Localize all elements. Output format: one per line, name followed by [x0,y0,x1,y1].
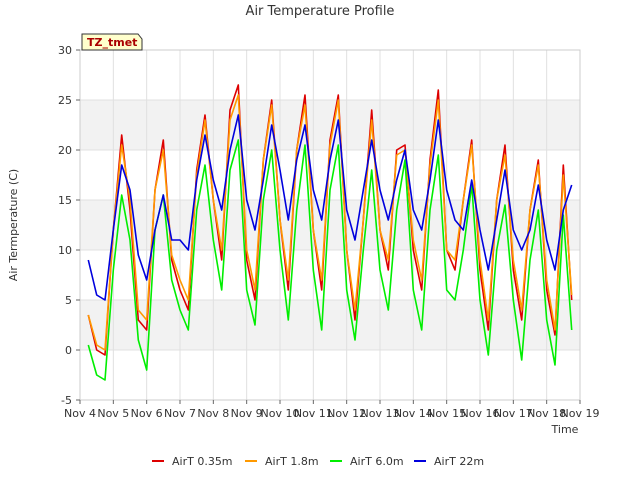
badge-box [81,33,143,51]
y-tick-label: 10 [58,244,72,257]
legend-item: AirT 22m [414,455,484,468]
x-tick-label: Nov 11 [294,407,333,420]
grid-band [80,300,580,350]
y-tick-label: 25 [58,94,72,107]
legend-label: AirT 1.8m [265,455,319,468]
y-tick-label: 30 [58,44,72,57]
x-tick-label: Nov 15 [427,407,466,420]
y-tick-label: -5 [61,394,72,407]
badge: TZ_tmet [81,33,143,51]
plot-area [79,49,581,401]
series-line-airt-22m [87,114,573,301]
chart-title: Air Temperature Profile [246,4,395,19]
legend-label: AirT 0.35m [172,455,233,468]
legend-label: AirT 22m [434,455,484,468]
legend-item: AirT 6.0m [330,455,404,468]
legend-label: AirT 6.0m [350,455,404,468]
x-tick-label: Nov 5 [97,407,129,420]
series-layer [87,84,573,381]
x-tick-label: Nov 8 [197,407,229,420]
y-tick-label: 15 [58,194,72,207]
y-tick-label: 0 [65,344,72,357]
x-tick-label: Nov 18 [527,407,566,420]
y-tick-label: 5 [65,294,72,307]
x-tick-label: Nov 7 [164,407,196,420]
y-axis-label: Air Termperature (C) [7,169,20,281]
legend: AirT 0.35m AirT 1.8m AirT 6.0m AirT 22m [152,455,484,468]
x-tick-label: Nov 9 [231,407,263,420]
series-line-airt-6-0m [87,139,573,381]
x-tick-label: Nov 19 [561,407,600,420]
x-tick-label: Nov 4 [64,407,96,420]
x-tick-label: Nov 14 [394,407,433,420]
x-tick-label: Nov 16 [461,407,500,420]
plot-border [79,49,581,401]
x-tick-label: Nov 13 [361,407,400,420]
x-axis-label: Time [551,423,579,436]
x-tick-label: Nov 10 [261,407,300,420]
y-tick-label: 20 [58,144,72,157]
legend-item: AirT 0.35m [152,455,233,468]
legend-item: AirT 1.8m [245,455,319,468]
badge-label: TZ_tmet [87,36,137,49]
series-line-airt-1-8m [87,94,573,351]
x-tick-label: Nov 6 [131,407,163,420]
x-tick-label: Nov 12 [327,407,366,420]
x-tick-label: Nov 17 [494,407,533,420]
